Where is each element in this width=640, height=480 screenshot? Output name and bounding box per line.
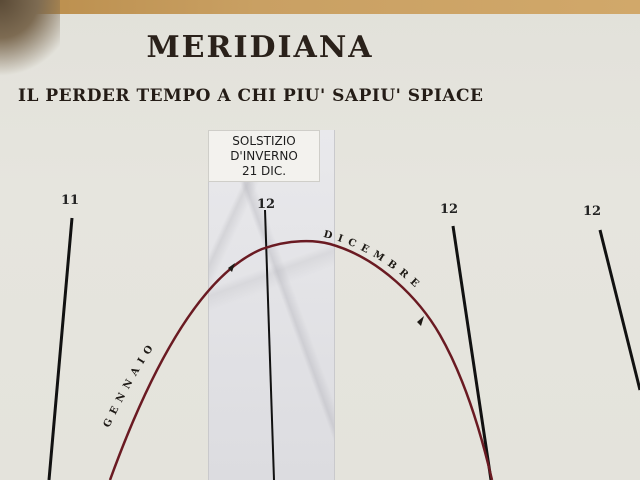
wooden-frame-band xyxy=(0,0,640,14)
hour-label-left: 11 xyxy=(61,193,80,208)
hour-label-right-b: 12 xyxy=(583,204,602,219)
solstice-line-1: SOLSTIZIO xyxy=(232,134,296,148)
solstice-line-3: 21 DIC. xyxy=(241,164,287,178)
noon-line xyxy=(264,209,275,480)
hour-line-right-a xyxy=(451,225,493,480)
sign-motto: IL PERDER TEMPO A CHI PIU' SAPIU' SPIACE xyxy=(18,86,484,106)
solstice-line-2: D'INVERNO xyxy=(230,149,298,163)
hour-label-right-a: 12 xyxy=(440,202,459,217)
sign-title: MERIDIANA xyxy=(146,30,374,65)
declination-curve xyxy=(108,239,494,480)
month-label-right: DICEMBRE xyxy=(322,229,425,294)
hour-label-center: 12 xyxy=(257,197,276,212)
corner-shadow xyxy=(0,0,60,90)
hour-line-left xyxy=(47,217,74,480)
hour-line-right-b xyxy=(598,229,640,391)
curve-tick-icon xyxy=(228,263,235,272)
solstice-plaque: SOLSTIZIO D'INVERNO 21 DIC. xyxy=(208,130,320,182)
curve-arrow-icon xyxy=(417,316,424,326)
